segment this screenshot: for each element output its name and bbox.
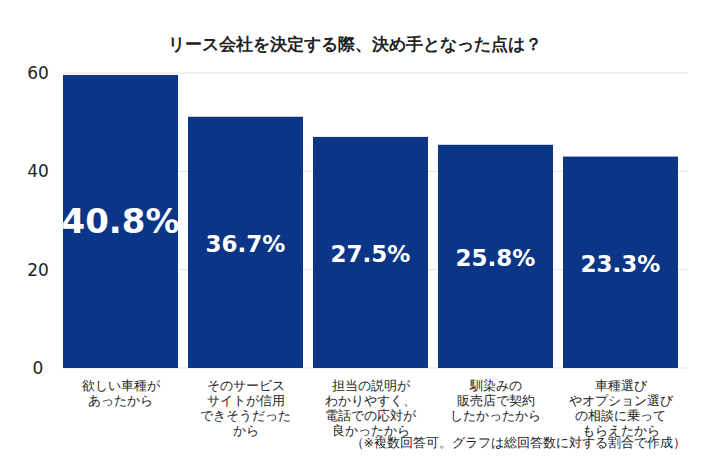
bar-annotation: 27.5% [331,241,411,267]
x-tick-label: 馴染みの販売店で契約したかったから [450,378,541,423]
y-tick-label: 20 [27,260,49,280]
bar [563,157,678,368]
bar-annotation: 25.8% [456,245,536,271]
x-tick-label: そのサービスサイトが信用できそうだったから [200,378,291,438]
x-tick-label: 車種選びやオプション選びの相談に乗ってもらえたから [569,378,674,438]
chart-svg: リース会社を決定する際、決め手となった点は？ 0 20 40 60 40.8% 欲しい車種が… [0,0,710,473]
y-tick-label: 60 [27,63,49,83]
x-tick-label: 担当の説明がわかりやすく、電話での応対が良かったから [325,378,417,438]
bar-annotation: 36.7% [206,231,286,257]
chart-container: リース会社を決定する際、決め手となった点は？ 0 20 40 60 40.8% 欲しい車種が… [0,0,710,473]
x-tick-label: 欲しい車種があったから [82,378,161,408]
bar-annotation: 23.3% [581,251,661,277]
y-tick-label: 40 [27,161,49,181]
bar [438,145,553,368]
bar [313,137,428,368]
grid-line [63,73,688,74]
footnote: （※複数回答可。グラフは総回答数に対する割合で作成） [351,435,686,450]
bar-annotation: 40.8% [62,201,180,241]
title: リース会社を決定する際、決め手となった点は？ [168,34,542,54]
bar [188,117,303,368]
y-tick-label: 0 [33,358,44,378]
